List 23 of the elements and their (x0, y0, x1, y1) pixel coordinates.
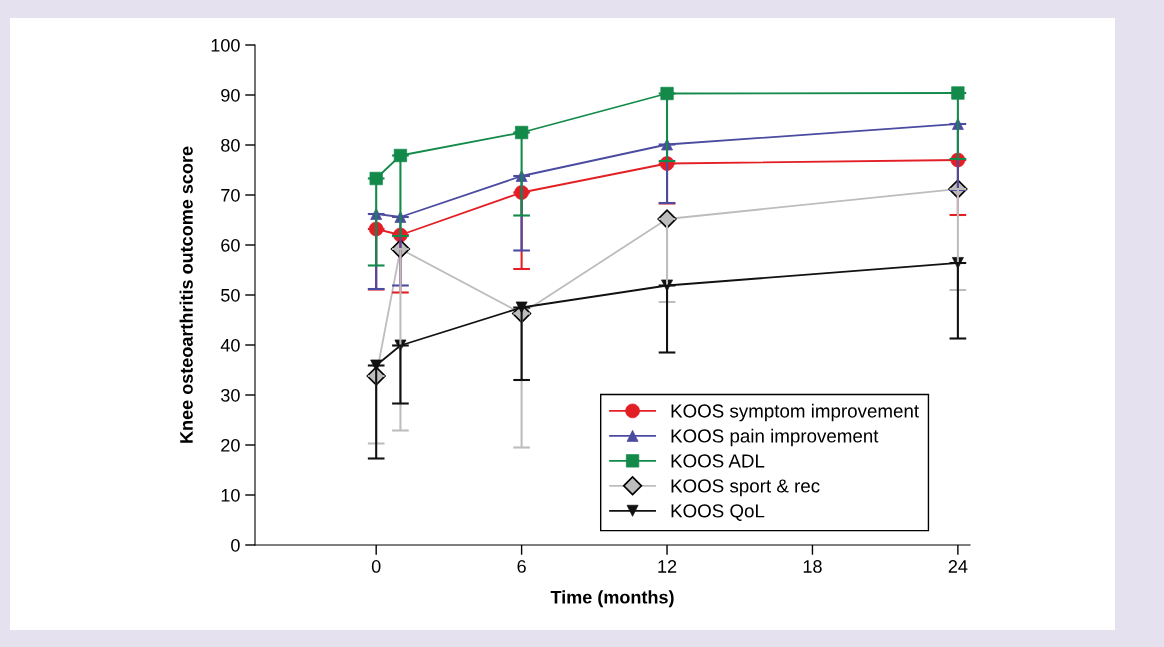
x-tick-label: 18 (803, 560, 822, 573)
y-tick-label: 60 (221, 238, 240, 252)
y-axis-title: Knee osteoarthritis outcome score (179, 146, 193, 443)
x-tick-label: 24 (948, 560, 968, 573)
y-tick-label: 50 (221, 288, 240, 302)
y-tick-label: 10 (221, 488, 240, 502)
y-tick-label: 70 (221, 188, 240, 202)
legend-label: KOOS ADL (671, 454, 765, 468)
y-tick-label: 90 (221, 88, 240, 102)
x-tick-label: 12 (658, 560, 677, 573)
y-tick-label: 30 (221, 388, 240, 402)
legend-label: KOOS symptom improvement (671, 403, 919, 422)
x-axis-title: Time (months) (550, 590, 674, 608)
y-tick-label: 100 (211, 38, 240, 52)
y-tick-label: 20 (221, 438, 240, 452)
legend-label: KOOS QoL (671, 504, 765, 521)
x-tick-label: 0 (371, 560, 381, 573)
legend-label: KOOS sport & rec (671, 479, 820, 497)
y-tick-label: 80 (221, 138, 240, 152)
legend-label: KOOS pain improvement (671, 428, 879, 447)
y-tick-label: 40 (220, 338, 240, 352)
y-tick-label: 0 (231, 538, 240, 552)
x-tick-label: 6 (517, 560, 526, 573)
